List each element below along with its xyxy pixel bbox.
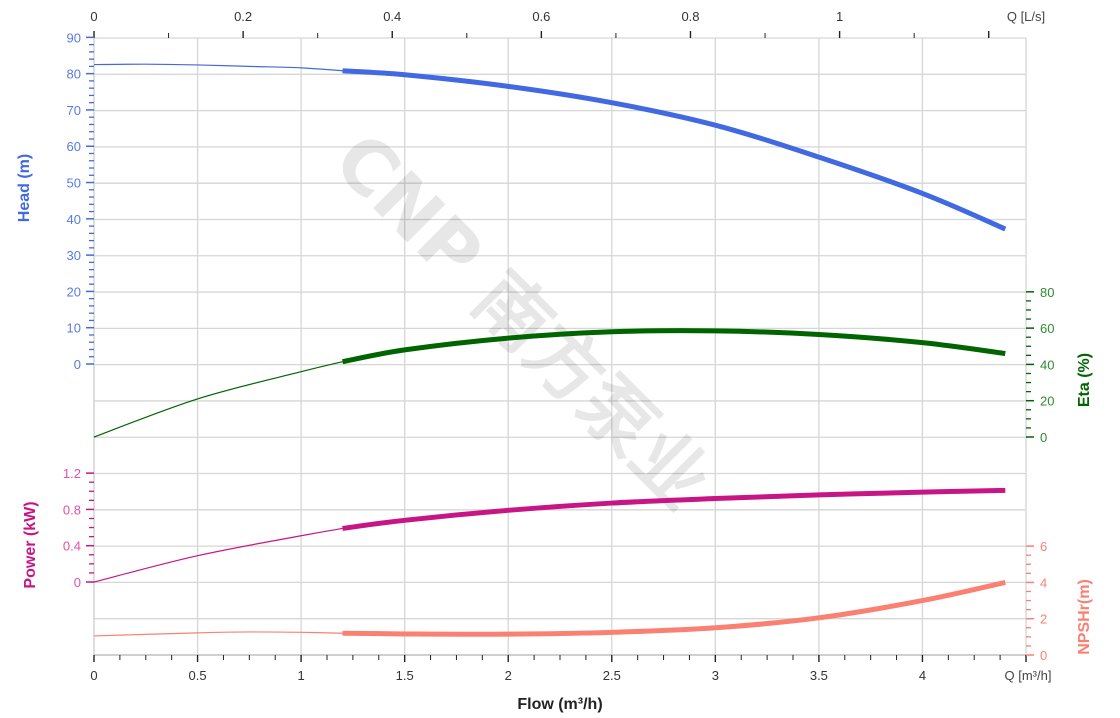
x-axis-tick-label: 1 [297, 668, 304, 683]
watermark: CNP 南方泵业 [317, 117, 726, 526]
x2-axis-tick-label: 0.8 [681, 9, 699, 24]
head-axis-tick-label: 70 [67, 103, 81, 118]
npshr-curve-operating [342, 579, 1006, 637]
head-axis-tick-label: 10 [67, 321, 81, 336]
x2-axis-unit-label: Q [L/s] [1007, 9, 1045, 24]
head-axis-tick-label: 80 [67, 67, 81, 82]
head-axis-tick-label: 60 [67, 139, 81, 154]
head-curve-operating [342, 68, 1007, 232]
x-axis-tick-label: 0 [90, 668, 97, 683]
power-axis-title: Power (kW) [22, 501, 39, 588]
axes: 0 0.5 1 1.5 2 2.5 3 3.5 40 0.2 0.4 0.6 0.8 1010203040… [63, 9, 1055, 683]
eta-axis-tick-label: 0 [1040, 430, 1047, 445]
curves [93, 63, 1007, 637]
eta-axis-tick-label: 80 [1040, 285, 1054, 300]
x-axis-tick-label: 4 [919, 668, 926, 683]
power-curve-extended [93, 527, 343, 583]
x-axis-tick-label: 3 [712, 668, 719, 683]
npshr-axis-tick-label: 2 [1040, 612, 1047, 627]
x2-axis-tick-label: 0.4 [383, 9, 401, 24]
x2-axis-tick-label: 1 [836, 9, 843, 24]
x-axis-tick-label: 1.5 [396, 668, 414, 683]
head-axis-tick-label: 20 [67, 284, 81, 299]
power-axis-tick-label: 0 [74, 575, 81, 590]
power-axis-tick-label: 0.4 [63, 539, 81, 554]
eta-axis-tick-label: 20 [1040, 394, 1054, 409]
x2-axis-tick-label: 0 [90, 9, 97, 24]
head-axis-tick-label: 0 [74, 357, 81, 372]
head-axis-tick-label: 40 [67, 212, 81, 227]
npshr-curve-extended [93, 631, 343, 637]
head-axis-tick-label: 30 [67, 248, 81, 263]
x-axis-unit-label: Q [m³/h] [1005, 668, 1052, 683]
eta-axis-tick-label: 60 [1040, 321, 1054, 336]
power-curve-operating [342, 487, 1006, 531]
npshr-axis-tick-label: 4 [1040, 575, 1047, 590]
eta-curve-operating [342, 328, 1006, 365]
npshr-axis-tick-label: 0 [1040, 648, 1047, 663]
power-axis-tick-label: 1.2 [63, 466, 81, 481]
x-axis-tick-label: 2.5 [603, 668, 621, 683]
eta-axis-title: Eta (%) [1076, 353, 1093, 407]
head-curve-extended [93, 63, 343, 72]
head-axis-tick-label: 90 [67, 30, 81, 45]
npshr-axis-title: NPSHr(m) [1076, 579, 1093, 655]
watermark-text: CNP 南方泵业 [317, 117, 726, 526]
power-axis-tick-label: 0.8 [63, 502, 81, 517]
head-axis-title: Head (m) [16, 154, 33, 222]
x2-axis-tick-label: 0.2 [234, 9, 252, 24]
x-axis-title: Flow (m³/h) [517, 696, 602, 713]
eta-curve-extended [93, 361, 343, 438]
eta-axis-tick-label: 40 [1040, 357, 1054, 372]
x-axis-tick-label: 0.5 [189, 668, 207, 683]
x2-axis-tick-label: 0.6 [532, 9, 550, 24]
head-axis-tick-label: 50 [67, 176, 81, 191]
x-axis-tick-label: 3.5 [810, 668, 828, 683]
npshr-axis-tick-label: 6 [1040, 539, 1047, 554]
x-axis-tick-label: 2 [505, 668, 512, 683]
